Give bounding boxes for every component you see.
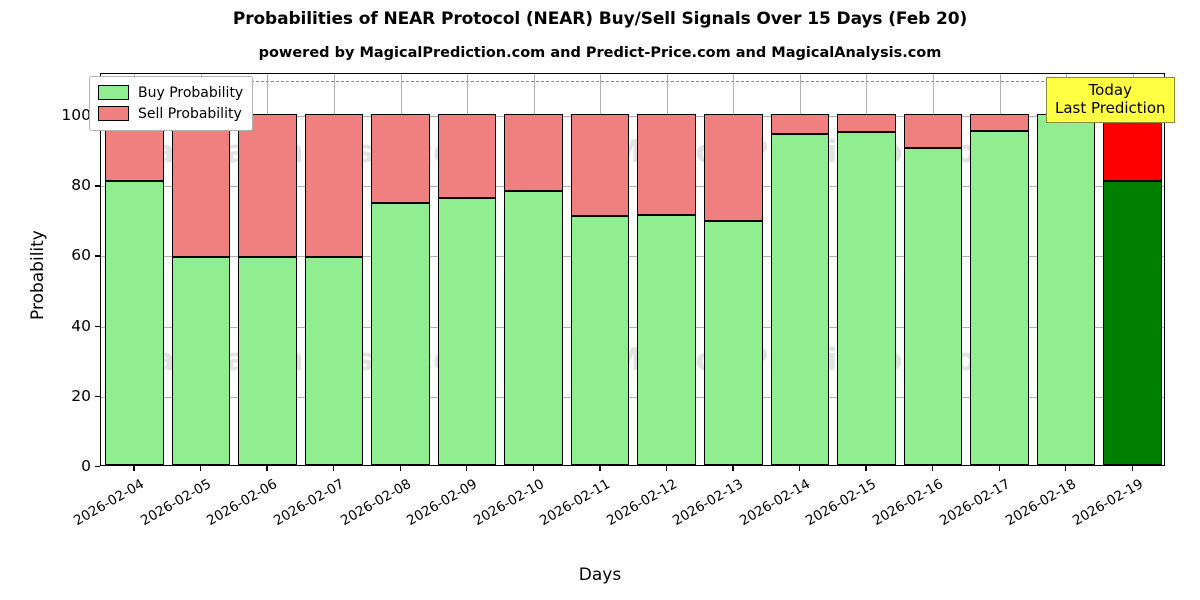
chart-title: Probabilities of NEAR Protocol (NEAR) Bu… bbox=[232, 9, 968, 29]
bar-group[interactable] bbox=[1036, 72, 1096, 465]
y-tick-mark bbox=[95, 185, 100, 187]
bar-group[interactable] bbox=[304, 72, 364, 465]
bar-group[interactable] bbox=[171, 72, 231, 465]
x-axis-label: Days bbox=[578, 565, 622, 585]
bar-segment-sell[interactable] bbox=[903, 114, 963, 149]
bar-group[interactable] bbox=[770, 72, 830, 465]
x-tick-mark bbox=[1065, 466, 1067, 471]
bar-segment-sell[interactable] bbox=[437, 114, 497, 198]
bar-group[interactable] bbox=[238, 72, 297, 465]
x-tick-mark bbox=[599, 466, 601, 471]
y-gridline bbox=[101, 116, 1164, 118]
y-tick-label: 80 bbox=[71, 176, 91, 195]
x-tick-mark bbox=[399, 466, 401, 471]
x-tick-mark bbox=[266, 466, 268, 471]
bar-segment-sell[interactable] bbox=[504, 114, 563, 191]
bar-group[interactable] bbox=[837, 72, 896, 465]
bar-group[interactable] bbox=[570, 72, 630, 465]
y-tick-mark bbox=[95, 395, 100, 398]
x-tick-mark bbox=[865, 466, 867, 471]
bar-group[interactable] bbox=[371, 72, 430, 465]
y-tick-mark bbox=[95, 255, 100, 257]
bar-segment-buy[interactable] bbox=[304, 256, 364, 465]
bar-segment-buy[interactable] bbox=[504, 190, 563, 465]
bar-segment-buy[interactable] bbox=[770, 133, 830, 465]
y-tick-label: 100 bbox=[61, 106, 91, 125]
y-gridline bbox=[101, 256, 1164, 258]
bar-segment-buy[interactable] bbox=[903, 148, 963, 465]
bar-group[interactable] bbox=[970, 72, 1029, 465]
bar-segment-sell[interactable] bbox=[837, 114, 896, 132]
y-axis-label: Probability bbox=[28, 229, 48, 320]
y-gridline bbox=[101, 326, 1164, 328]
bar-group[interactable] bbox=[504, 72, 563, 465]
bar-group[interactable] bbox=[704, 72, 763, 465]
bar-segment-sell[interactable] bbox=[570, 114, 630, 216]
bar-group[interactable] bbox=[104, 72, 164, 465]
y-tick-label: 0 bbox=[81, 457, 91, 475]
bar-segment-buy[interactable] bbox=[1036, 114, 1096, 465]
bar-segment-buy[interactable] bbox=[970, 130, 1029, 465]
y-tick-mark bbox=[95, 466, 100, 468]
bar-segment-sell[interactable] bbox=[1103, 114, 1162, 181]
y-tick-label: 60 bbox=[71, 246, 91, 265]
bar-segment-buy[interactable] bbox=[570, 215, 630, 465]
y-gridline bbox=[101, 396, 1164, 398]
bar-segment-sell[interactable] bbox=[304, 114, 364, 257]
bar-segment-sell[interactable] bbox=[970, 114, 1029, 131]
bar-segment-sell[interactable] bbox=[770, 114, 830, 134]
chart-subtitle: powered by MagicalPrediction.com and Pre… bbox=[258, 45, 942, 61]
legend-swatch-sell-icon bbox=[98, 106, 129, 121]
bar-segment-buy[interactable] bbox=[437, 197, 497, 465]
bar-segment-sell[interactable] bbox=[238, 114, 297, 257]
today-annotation-line1: Today bbox=[1088, 81, 1132, 99]
bar-group[interactable] bbox=[637, 72, 697, 465]
bar-group[interactable] bbox=[437, 72, 497, 465]
x-tick-mark bbox=[998, 466, 1000, 471]
x-tick-mark bbox=[732, 466, 734, 471]
plot-area: MagicalAnalysis.comMagicalPrediction.com… bbox=[100, 73, 1165, 466]
x-tick-mark bbox=[798, 466, 801, 471]
x-tick-mark bbox=[1131, 466, 1134, 471]
legend-label-sell: Sell Probability bbox=[138, 105, 242, 122]
legend-label-buy: Buy Probability bbox=[138, 84, 244, 101]
x-tick-mark bbox=[133, 466, 135, 471]
x-tick-mark bbox=[466, 466, 468, 471]
bar-group[interactable] bbox=[1103, 72, 1162, 465]
bar-segment-buy[interactable] bbox=[837, 131, 896, 465]
bar-segment-sell[interactable] bbox=[704, 114, 763, 222]
x-tick-mark bbox=[665, 466, 668, 471]
y-tick-label: 20 bbox=[71, 386, 91, 405]
bar-segment-sell[interactable] bbox=[371, 114, 430, 203]
bar-segment-sell[interactable] bbox=[171, 114, 231, 257]
y-gridline bbox=[101, 186, 1164, 188]
reference-dashed-line bbox=[101, 81, 1164, 83]
bar-segment-buy[interactable] bbox=[171, 256, 231, 465]
bar-segment-sell[interactable] bbox=[637, 114, 697, 216]
bar-segment-buy[interactable] bbox=[637, 215, 697, 465]
legend-swatch-buy-icon bbox=[98, 85, 129, 100]
legend-item-sell: Sell Probability bbox=[98, 103, 243, 124]
bar-segment-buy[interactable] bbox=[704, 221, 763, 465]
bar-segment-buy[interactable] bbox=[1103, 180, 1162, 465]
bar-group[interactable] bbox=[903, 72, 963, 465]
bar-segment-buy[interactable] bbox=[104, 180, 164, 465]
x-tick-mark bbox=[332, 466, 335, 471]
bar-segment-buy[interactable] bbox=[238, 256, 297, 465]
today-annotation-line2: Last Prediction bbox=[1055, 99, 1166, 118]
today-annotation: Today Last Prediction bbox=[1046, 77, 1175, 123]
x-tick-mark bbox=[532, 466, 534, 471]
x-tick-label: 2026-02-04 bbox=[71, 476, 148, 530]
x-tick-mark bbox=[932, 466, 934, 471]
x-tick-mark bbox=[199, 466, 202, 471]
y-tick-label: 40 bbox=[71, 316, 91, 335]
legend-item-buy: Buy Probability bbox=[98, 82, 243, 103]
y-tick-mark bbox=[95, 325, 100, 327]
chart-legend: Buy Probability Sell Probability bbox=[89, 76, 254, 131]
bar-segment-buy[interactable] bbox=[371, 202, 430, 465]
